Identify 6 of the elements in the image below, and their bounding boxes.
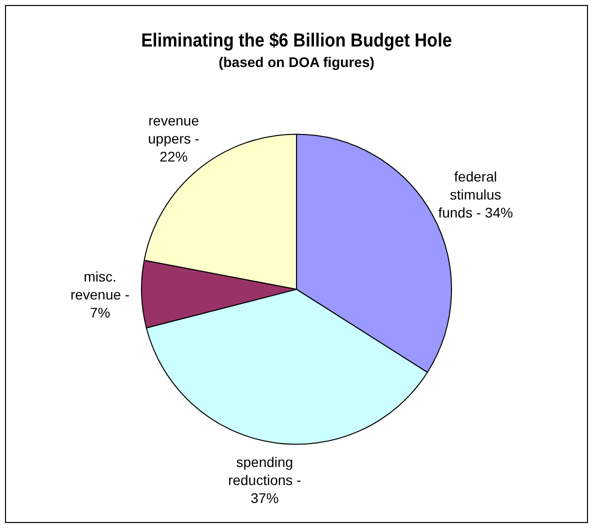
chart-title: Eliminating the $6 Billion Budget Hole: [141, 30, 452, 51]
slice-label: federal stimulus funds - 34%: [438, 168, 513, 221]
chart-subtitle: (based on DOA figures): [218, 54, 374, 70]
slice-label: revenue uppers - 22%: [148, 112, 200, 165]
slice-label: misc. revenue - 7%: [70, 268, 130, 320]
slice-label: spending reductions - 37%: [228, 454, 302, 506]
